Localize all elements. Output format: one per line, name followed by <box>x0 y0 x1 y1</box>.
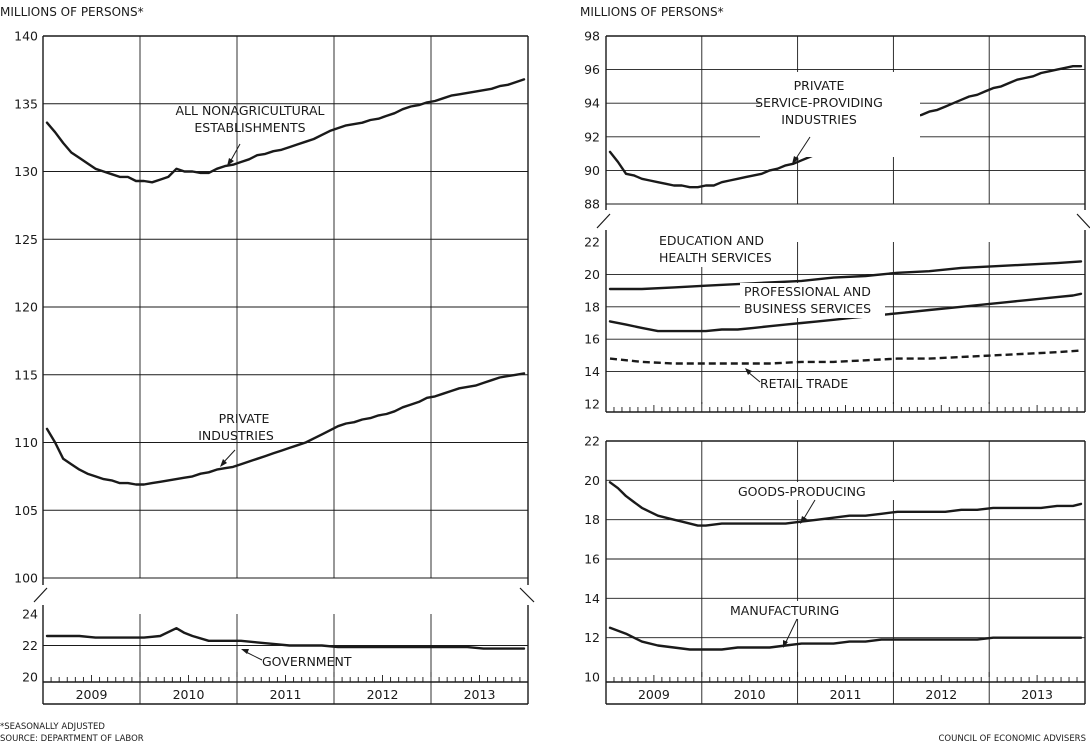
y-tick-label: 120 <box>14 300 38 315</box>
y-tick-label: 18 <box>584 512 600 527</box>
y-tick-label: 12 <box>584 397 600 412</box>
source-note: SOURCE: DEPARTMENT OF LABOR <box>0 734 144 744</box>
annotation-label: ESTABLISHMENTS <box>194 120 305 135</box>
y-tick-label: 20 <box>584 473 600 488</box>
y-tick-label: 115 <box>14 367 38 382</box>
annotation-label: MANUFACTURING <box>730 603 839 618</box>
x-tick-label: 2013 <box>464 687 496 702</box>
y-tick-label: 20 <box>22 670 38 685</box>
x-tick-label: 2012 <box>925 687 957 702</box>
y-tick-label: 90 <box>584 163 600 178</box>
y-tick-label: 14 <box>584 364 600 379</box>
annotation-label: INDUSTRIES <box>198 428 274 443</box>
y-tick-label: 22 <box>584 434 600 449</box>
y-tick-label: 135 <box>14 96 38 111</box>
annotation-label: RETAIL TRADE <box>760 376 848 391</box>
x-tick-label: 2011 <box>270 687 302 702</box>
annotation-label: PRIVATE <box>794 78 845 93</box>
x-tick-label: 2009 <box>76 687 108 702</box>
y-tick-label: 10 <box>584 670 600 685</box>
left-y-axis-label: MILLIONS OF PERSONS* <box>0 5 144 19</box>
y-tick-label: 16 <box>584 332 600 347</box>
y-tick-label: 94 <box>584 96 600 111</box>
x-tick-label: 2010 <box>734 687 766 702</box>
y-tick-label: 22 <box>22 638 38 653</box>
annotation-label: PROFESSIONAL AND <box>744 284 871 299</box>
y-tick-label: 12 <box>584 630 600 645</box>
x-tick-label: 2010 <box>173 687 205 702</box>
annotation-label: INDUSTRIES <box>781 112 857 127</box>
footnote: *SEASONALLY ADJUSTED <box>0 722 105 732</box>
x-tick-label: 2013 <box>1021 687 1053 702</box>
right-y-axis-label: MILLIONS OF PERSONS* <box>580 5 724 19</box>
annotation-label: BUSINESS SERVICES <box>744 301 871 316</box>
left-axis-break-gap <box>37 585 534 605</box>
y-tick-label: 110 <box>14 435 38 450</box>
y-tick-label: 140 <box>14 29 38 44</box>
y-tick-label: 88 <box>584 197 600 212</box>
annotation-label: GOODS-PRODUCING <box>738 484 866 499</box>
annotation-label: SERVICE-PROVIDING <box>755 95 883 110</box>
annotation-label: ALL NONAGRICULTURAL <box>176 103 325 118</box>
y-tick-label: 98 <box>584 29 600 44</box>
x-tick-label: 2009 <box>638 687 670 702</box>
credit-note: COUNCIL OF ECONOMIC ADVISERS <box>939 734 1087 744</box>
x-tick-label: 2011 <box>830 687 862 702</box>
annotation-label: HEALTH SERVICES <box>659 250 772 265</box>
y-tick-label: 105 <box>14 503 38 518</box>
annotation-label: PRIVATE <box>219 411 270 426</box>
y-tick-label: 96 <box>584 62 600 77</box>
y-tick-label: 92 <box>584 129 600 144</box>
y-tick-label: 20 <box>584 267 600 282</box>
right-axis-break-gap <box>600 210 1090 230</box>
y-tick-label: 22 <box>584 235 600 250</box>
y-tick-label: 130 <box>14 164 38 179</box>
y-tick-label: 100 <box>14 571 38 586</box>
y-tick-label: 16 <box>584 552 600 567</box>
y-tick-label: 24 <box>22 607 38 622</box>
y-tick-label: 125 <box>14 232 38 247</box>
y-tick-label: 14 <box>584 591 600 606</box>
y-tick-label: 18 <box>584 299 600 314</box>
x-tick-label: 2012 <box>367 687 399 702</box>
annotation-label: GOVERNMENT <box>262 654 352 669</box>
annotation-label: EDUCATION AND <box>659 233 764 248</box>
